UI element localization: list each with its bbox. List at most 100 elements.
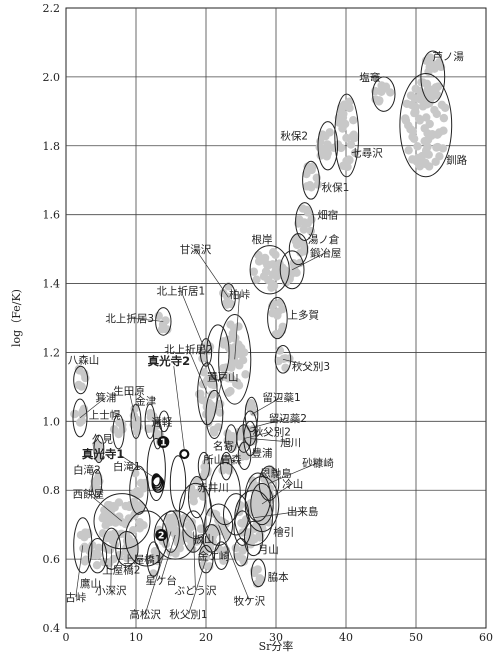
x-tick-label: 30	[269, 631, 283, 644]
data-point	[296, 248, 305, 257]
data-point	[281, 363, 290, 373]
site-ellipse	[199, 338, 213, 367]
data-point	[431, 85, 440, 95]
data-point	[252, 521, 261, 530]
site-label: 小深沢	[95, 584, 127, 597]
data-point	[70, 409, 79, 419]
data-point	[295, 258, 305, 268]
site-label: 冷山	[282, 477, 303, 490]
site-ellipse	[399, 72, 453, 178]
site-ellipse	[87, 537, 108, 574]
data-point	[433, 130, 442, 139]
site-ellipse	[279, 250, 305, 290]
site-ellipse	[267, 296, 288, 340]
data-point	[226, 386, 235, 396]
x-tick-label: 50	[409, 631, 423, 644]
data-point	[77, 382, 86, 391]
data-point	[235, 361, 244, 370]
site-ellipse	[258, 465, 280, 502]
y-tick-label: 2.2	[43, 2, 61, 15]
label-leaders	[75, 248, 326, 615]
data-point	[109, 425, 119, 434]
data-point	[336, 143, 346, 153]
data-point	[413, 142, 422, 151]
x-tick-label: 10	[129, 631, 143, 644]
site-label: 金ケ崎	[198, 550, 230, 563]
data-point	[194, 389, 204, 399]
data-point	[95, 441, 105, 450]
data-point	[252, 275, 261, 284]
data-point	[122, 553, 132, 563]
special-points: 真光寺1 真光寺2	[82, 354, 190, 493]
site-ellipse	[73, 365, 89, 395]
site-ellipses	[72, 50, 453, 588]
data-point	[281, 354, 290, 363]
site-ellipse	[237, 441, 252, 471]
label-leader	[268, 462, 319, 484]
data-point	[90, 477, 99, 486]
data-point	[78, 407, 87, 416]
extra-ellipse	[169, 455, 187, 512]
x-tick-label: 60	[479, 631, 493, 644]
site-ellipse	[317, 121, 339, 171]
site-label: 留辺蘂1	[263, 391, 301, 404]
data-point	[407, 100, 416, 110]
site-label: ぶどう沢	[175, 584, 217, 597]
y-tick-label: 0.4	[43, 622, 61, 635]
site-label: 甘湯沢	[180, 243, 212, 256]
data-point	[228, 353, 237, 362]
site-ellipse	[288, 233, 308, 266]
label-leader	[188, 559, 207, 615]
site-label: 秋父別2	[253, 426, 291, 439]
data-point	[244, 402, 254, 411]
site-ellipse	[249, 245, 290, 295]
site-label: 高松沢	[129, 608, 161, 621]
site-label: 鷹山	[80, 577, 101, 590]
data-point	[404, 146, 413, 155]
site-label: 星ケ台	[145, 574, 177, 587]
site-ellipse	[250, 482, 274, 526]
data-point	[337, 103, 346, 112]
data-point	[241, 370, 250, 379]
extra-ellipse	[223, 493, 250, 536]
data-point	[315, 143, 324, 152]
site-label: 西餅屋	[73, 488, 105, 501]
data-point	[278, 322, 287, 331]
data-point	[260, 253, 270, 263]
data-point	[424, 84, 433, 94]
extra-ellipse	[206, 324, 230, 381]
site-label: 恩馳島	[260, 467, 292, 480]
data-point	[404, 121, 413, 130]
y-tick-label: 1.8	[43, 140, 61, 153]
x-tick-label: 0	[63, 631, 70, 644]
label-leader	[250, 438, 291, 443]
site-label: 所山	[203, 454, 224, 466]
data-point	[121, 547, 131, 556]
data-point	[302, 205, 311, 215]
data-point	[279, 267, 289, 277]
data-point	[418, 78, 428, 87]
data-point	[209, 425, 218, 435]
y-tick-label: 0.8	[43, 484, 61, 497]
site-ellipse	[218, 314, 252, 405]
site-label: 赤井川	[197, 481, 229, 494]
site-ellipse	[91, 469, 103, 498]
site-ellipse	[244, 520, 264, 557]
site-label: 置戸山	[207, 372, 239, 384]
site-label: 釧路	[446, 154, 467, 167]
site-label: 白滝1	[113, 460, 141, 473]
data-point	[291, 236, 300, 246]
data-point	[201, 553, 210, 562]
data-point	[437, 100, 447, 110]
data-point	[205, 413, 214, 422]
site-ellipse	[182, 510, 205, 553]
site-label: 上屋橋1	[123, 553, 161, 566]
data-point	[307, 215, 316, 224]
data-point	[199, 489, 208, 499]
site-ellipse	[153, 510, 197, 560]
marker-label: 2	[158, 531, 165, 542]
label-leader	[261, 483, 293, 505]
data-point	[342, 133, 351, 143]
data-point	[238, 519, 247, 528]
